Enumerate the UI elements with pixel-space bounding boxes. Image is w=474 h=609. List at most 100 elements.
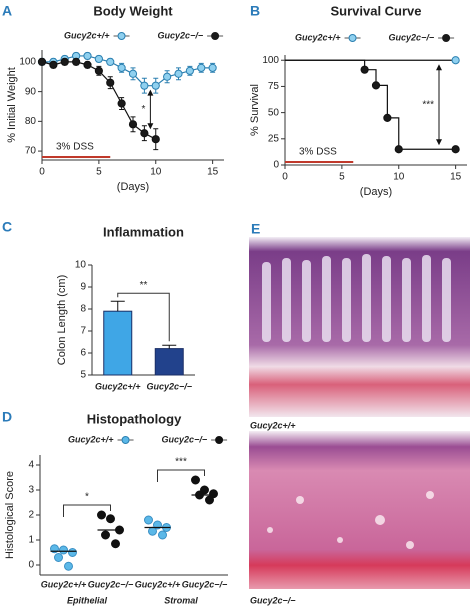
histology-image-bottom [249, 431, 470, 589]
data-point [451, 145, 460, 154]
x-tick-label: 0 [282, 172, 288, 183]
legend-label: Gucy2c+/+ [68, 434, 114, 444]
data-point [106, 514, 115, 524]
data-point [209, 489, 218, 499]
data-point [60, 57, 69, 66]
y-tick-label: 2 [28, 510, 34, 521]
chart-title: Body Weight [93, 3, 173, 18]
chart-title: Survival Curve [330, 3, 421, 18]
legend-marker [121, 436, 130, 444]
bracket [63, 504, 111, 517]
data-point [117, 63, 126, 72]
group-label: Stromal [164, 595, 198, 605]
data-point [371, 81, 381, 90]
image-caption: Gucy2c−/− [250, 595, 296, 605]
data-point [128, 120, 138, 129]
y-tick-label: 9 [80, 282, 86, 293]
x-tick-label: Gucy2c−/− [146, 381, 192, 391]
y-tick-label: 6 [80, 348, 86, 359]
data-point [191, 475, 200, 485]
y-tick-label: 100 [262, 55, 279, 66]
data-point [185, 66, 194, 75]
y-tick-label: 80 [25, 116, 37, 127]
legend-label: Gucy2c−/− [389, 32, 435, 42]
data-point [197, 63, 206, 72]
significance: * [141, 104, 145, 115]
y-tick-label: 25 [268, 133, 280, 144]
significance: *** [175, 457, 187, 468]
y-tick-label: 10 [75, 260, 87, 271]
data-point [151, 81, 160, 90]
arrow-head [147, 89, 154, 96]
x-axis-label: (Days) [117, 181, 149, 193]
y-tick-label: 4 [28, 460, 34, 471]
arrow-head [147, 123, 154, 130]
data-point [383, 113, 392, 122]
data-point [97, 510, 106, 520]
chart-title: Inflammation [103, 224, 184, 239]
legend-label: Gucy2c−/− [162, 434, 208, 444]
panel-letter: B [250, 3, 260, 19]
bracket [157, 469, 205, 482]
legend-label: Gucy2c−/− [158, 30, 204, 40]
data-point [111, 539, 120, 549]
data-point [140, 81, 149, 90]
data-point [64, 561, 73, 571]
legend-label: Gucy2c+/+ [295, 32, 341, 42]
y-tick-label: 0 [28, 560, 34, 571]
y-tick-label: 50 [268, 107, 280, 118]
x-tick-label: 0 [39, 167, 45, 178]
y-tick-label: 100 [19, 57, 36, 68]
data-point [151, 135, 160, 144]
y-tick-label: 90 [25, 86, 37, 97]
panel-letter: A [2, 3, 12, 19]
image-caption: Gucy2c+/+ [250, 420, 296, 430]
y-tick-label: 0 [273, 160, 279, 171]
x-tick-label: Gucy2c−/− [88, 579, 134, 589]
data-point [451, 56, 460, 65]
crypts [262, 254, 451, 342]
legend-marker [117, 32, 126, 40]
x-tick-label: Gucy2c−/− [182, 579, 228, 589]
x-tick-label: 10 [150, 167, 162, 178]
series-line [285, 59, 456, 150]
legend-marker [215, 436, 224, 444]
y-tick-label: 1 [28, 535, 34, 546]
data-point [94, 66, 103, 75]
data-point [68, 548, 77, 557]
x-axis-label: (Days) [360, 186, 392, 198]
data-point [140, 129, 149, 138]
arrow-head [436, 64, 442, 71]
x-tick-label: 10 [393, 172, 405, 183]
error-bar [110, 300, 125, 312]
data-point [54, 553, 63, 562]
legend-marker [348, 34, 357, 42]
data-point [360, 65, 369, 74]
data-point [72, 57, 81, 66]
data-point [83, 51, 92, 61]
data-point [83, 60, 92, 69]
y-tick-label: 75 [268, 81, 280, 92]
data-point [205, 495, 214, 505]
x-tick-label: Gucy2c+/+ [95, 381, 141, 391]
panel-letter: E [251, 221, 260, 237]
data-point [49, 60, 58, 69]
x-tick-label: 5 [339, 172, 345, 183]
data-point [106, 57, 115, 66]
y-tick-label: 3 [28, 485, 34, 496]
y-axis-label: Histological Score [4, 471, 16, 559]
data-point [94, 54, 103, 64]
data-point [59, 545, 68, 555]
x-tick-label: Gucy2c+/+ [41, 579, 87, 589]
x-tick-label: Gucy2c+/+ [135, 579, 181, 589]
data-point [158, 530, 167, 540]
data-point [117, 99, 126, 108]
significance: * [85, 492, 89, 503]
data-point [101, 530, 110, 540]
data-point [163, 72, 172, 81]
data-point [394, 145, 403, 154]
data-point [128, 69, 138, 78]
bar [103, 310, 133, 376]
arrow-head [436, 139, 442, 146]
